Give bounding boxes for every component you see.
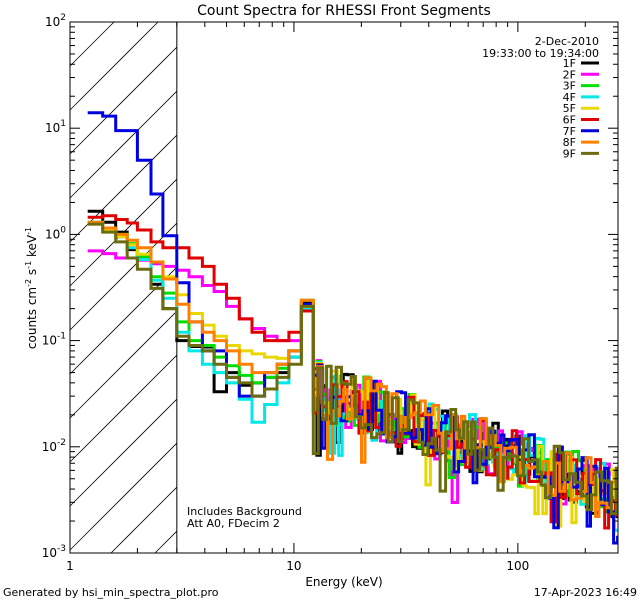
y-tick-label: 102 (45, 13, 66, 29)
chart-title: Count Spectra for RHESSI Front Segments (197, 3, 491, 19)
footer-timestamp: 17-Apr-2023 16:49 (534, 586, 637, 599)
hatch-line (69, 354, 178, 463)
hatch-line (69, 90, 178, 199)
legend-label-5F: 5F (563, 102, 576, 115)
legend-label-8F: 8F (563, 136, 576, 149)
legend-label-3F: 3F (563, 80, 576, 93)
note-attenuator: Att A0, FDecim 2 (187, 517, 280, 530)
y-tick-label: 100 (45, 225, 66, 241)
legend-label-4F: 4F (563, 91, 576, 104)
y-axis-label: counts cm-2 s-1 keV-1 (24, 227, 39, 349)
x-tick-label: 10 (286, 559, 301, 573)
note-background: Includes Background (187, 505, 302, 518)
y-tick-label: 101 (45, 119, 66, 135)
hatch-line (69, 21, 159, 111)
hatch-line (154, 530, 178, 554)
hatch-line (69, 310, 178, 419)
time-range-label: 19:33:00 to 19:34:00 (482, 47, 599, 60)
y-tick-label: 10-3 (42, 544, 66, 560)
x-tick-label: 100 (506, 559, 529, 573)
hatch-line (69, 46, 178, 155)
hatch-line (69, 21, 115, 67)
legend-label-6F: 6F (563, 114, 576, 127)
series-line-9F (87, 222, 618, 516)
series-lines (87, 111, 618, 545)
y-tick-label: 10-1 (42, 332, 66, 348)
date-label: 2-Dec-2010 (535, 35, 599, 48)
x-tick-label: 1 (66, 559, 74, 573)
y-tick-label: 10-2 (42, 438, 66, 454)
hatch-line (69, 442, 178, 551)
legend-label-9F: 9F (563, 147, 576, 160)
hatch-line (69, 398, 178, 507)
series-line-7F (87, 111, 618, 545)
legend-label-7F: 7F (563, 125, 576, 138)
plot-frame (69, 21, 619, 554)
legend-label-2F: 2F (563, 68, 576, 81)
x-axis-label: Energy (keV) (305, 575, 382, 589)
footer-generated-by: Generated by hsi_min_spectra_plot.pro (3, 586, 219, 599)
hatch-line (110, 486, 178, 554)
legend-label-1F: 1F (563, 57, 576, 70)
axes: 1 10 100 10-3 10-2 10-1 100 101 102 (42, 13, 619, 573)
hatch-line (69, 134, 178, 243)
